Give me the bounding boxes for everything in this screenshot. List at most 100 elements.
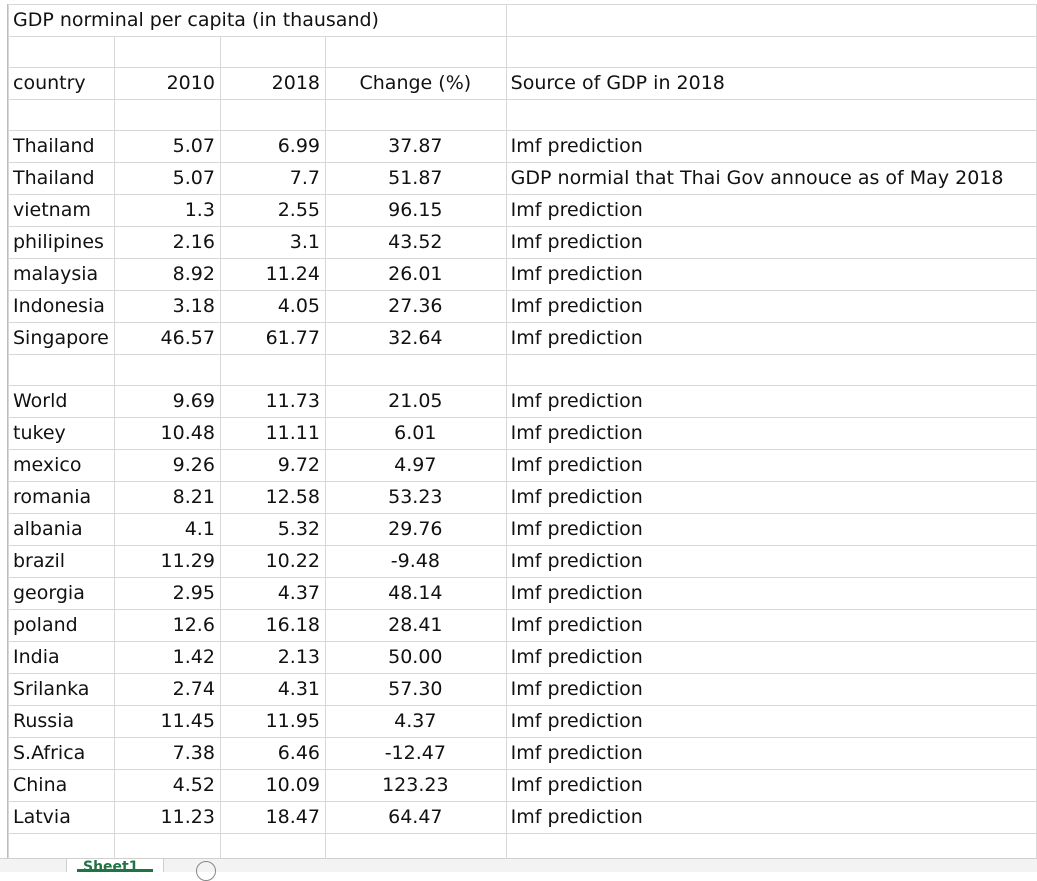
value-2010-cell[interactable]: 8.92: [113, 258, 221, 291]
empty-cell[interactable]: [505, 99, 1037, 131]
value-2010-cell[interactable]: 4.52: [113, 769, 221, 802]
country-cell[interactable]: S.Africa: [8, 737, 115, 770]
change-percent-cell[interactable]: 27.36: [325, 290, 507, 323]
value-2010-cell[interactable]: 7.38: [113, 737, 221, 770]
value-2018-cell[interactable]: 6.99: [219, 130, 327, 163]
empty-cell[interactable]: [325, 354, 507, 386]
source-cell[interactable]: Imf prediction: [505, 417, 1037, 450]
source-cell[interactable]: Imf prediction: [505, 577, 1037, 610]
sheet-tab-active[interactable]: Sheet1: [66, 859, 164, 872]
country-cell[interactable]: Singapore: [8, 322, 115, 355]
source-cell[interactable]: Imf prediction: [505, 322, 1037, 355]
empty-cell[interactable]: [8, 36, 115, 68]
sheet-title[interactable]: GDP norminal per capita (in thausand): [8, 4, 507, 37]
source-cell[interactable]: Imf prediction: [505, 673, 1037, 706]
value-2018-cell[interactable]: 3.1: [219, 226, 327, 259]
change-percent-cell[interactable]: 4.97: [325, 449, 507, 482]
change-percent-cell[interactable]: 37.87: [325, 130, 507, 163]
value-2010-cell[interactable]: 3.18: [113, 290, 221, 323]
empty-cell[interactable]: [505, 36, 1037, 68]
value-2018-cell[interactable]: 4.31: [219, 673, 327, 706]
source-cell[interactable]: Imf prediction: [505, 609, 1037, 642]
empty-cell[interactable]: [8, 354, 115, 386]
country-cell[interactable]: India: [8, 641, 115, 674]
source-cell[interactable]: GDP normial that Thai Gov annouce as of …: [505, 162, 1037, 195]
header-change[interactable]: Change (%): [325, 67, 507, 100]
value-2010-cell[interactable]: 11.23: [113, 801, 221, 834]
empty-cell[interactable]: [505, 354, 1037, 386]
change-percent-cell[interactable]: 51.87: [325, 162, 507, 195]
value-2018-cell[interactable]: 5.32: [219, 513, 327, 546]
country-cell[interactable]: Thailand: [8, 162, 115, 195]
header-source[interactable]: Source of GDP in 2018: [505, 67, 1037, 100]
change-percent-cell[interactable]: 50.00: [325, 641, 507, 674]
change-percent-cell[interactable]: 48.14: [325, 577, 507, 610]
value-2018-cell[interactable]: 12.58: [219, 481, 327, 514]
empty-cell[interactable]: [219, 354, 327, 386]
value-2018-cell[interactable]: 10.09: [219, 769, 327, 802]
value-2010-cell[interactable]: 12.6: [113, 609, 221, 642]
value-2018-cell[interactable]: 16.18: [219, 609, 327, 642]
value-2010-cell[interactable]: 5.07: [113, 162, 221, 195]
country-cell[interactable]: tukey: [8, 417, 115, 450]
value-2010-cell[interactable]: 10.48: [113, 417, 221, 450]
country-cell[interactable]: brazil: [8, 545, 115, 578]
empty-cell[interactable]: [219, 36, 327, 68]
empty-cell[interactable]: [505, 4, 1037, 37]
change-percent-cell[interactable]: 4.37: [325, 705, 507, 738]
value-2010-cell[interactable]: 9.69: [113, 385, 221, 418]
value-2010-cell[interactable]: 2.16: [113, 226, 221, 259]
value-2018-cell[interactable]: 2.55: [219, 194, 327, 227]
value-2010-cell[interactable]: 46.57: [113, 322, 221, 355]
country-cell[interactable]: Thailand: [8, 130, 115, 163]
change-percent-cell[interactable]: 32.64: [325, 322, 507, 355]
value-2018-cell[interactable]: 6.46: [219, 737, 327, 770]
value-2018-cell[interactable]: 10.22: [219, 545, 327, 578]
value-2018-cell[interactable]: 2.13: [219, 641, 327, 674]
value-2018-cell[interactable]: 4.37: [219, 577, 327, 610]
empty-cell[interactable]: [113, 354, 221, 386]
value-2010-cell[interactable]: 1.3: [113, 194, 221, 227]
value-2018-cell[interactable]: 18.47: [219, 801, 327, 834]
value-2010-cell[interactable]: 4.1: [113, 513, 221, 546]
change-percent-cell[interactable]: 57.30: [325, 673, 507, 706]
country-cell[interactable]: Latvia: [8, 801, 115, 834]
change-percent-cell[interactable]: 43.52: [325, 226, 507, 259]
source-cell[interactable]: Imf prediction: [505, 705, 1037, 738]
source-cell[interactable]: Imf prediction: [505, 258, 1037, 291]
country-cell[interactable]: romania: [8, 481, 115, 514]
source-cell[interactable]: Imf prediction: [505, 226, 1037, 259]
change-percent-cell[interactable]: 6.01: [325, 417, 507, 450]
empty-cell[interactable]: [8, 99, 115, 131]
source-cell[interactable]: Imf prediction: [505, 290, 1037, 323]
value-2010-cell[interactable]: 5.07: [113, 130, 221, 163]
value-2018-cell[interactable]: 11.11: [219, 417, 327, 450]
change-percent-cell[interactable]: 123.23: [325, 769, 507, 802]
country-cell[interactable]: Indonesia: [8, 290, 115, 323]
header-country[interactable]: country: [8, 67, 115, 100]
source-cell[interactable]: Imf prediction: [505, 769, 1037, 802]
country-cell[interactable]: malaysia: [8, 258, 115, 291]
value-2010-cell[interactable]: 11.45: [113, 705, 221, 738]
empty-cell[interactable]: [113, 99, 221, 131]
source-cell[interactable]: Imf prediction: [505, 481, 1037, 514]
empty-cell[interactable]: [325, 36, 507, 68]
empty-cell[interactable]: [219, 99, 327, 131]
value-2010-cell[interactable]: 2.95: [113, 577, 221, 610]
header-2018[interactable]: 2018: [219, 67, 327, 100]
country-cell[interactable]: georgia: [8, 577, 115, 610]
value-2010-cell[interactable]: 11.29: [113, 545, 221, 578]
value-2010-cell[interactable]: 2.74: [113, 673, 221, 706]
add-sheet-icon[interactable]: [196, 861, 216, 881]
value-2010-cell[interactable]: 9.26: [113, 449, 221, 482]
header-2010[interactable]: 2010: [113, 67, 221, 100]
change-percent-cell[interactable]: -9.48: [325, 545, 507, 578]
empty-cell[interactable]: [325, 99, 507, 131]
empty-cell[interactable]: [113, 36, 221, 68]
source-cell[interactable]: Imf prediction: [505, 449, 1037, 482]
source-cell[interactable]: Imf prediction: [505, 385, 1037, 418]
country-cell[interactable]: Srilanka: [8, 673, 115, 706]
change-percent-cell[interactable]: 28.41: [325, 609, 507, 642]
change-percent-cell[interactable]: 64.47: [325, 801, 507, 834]
country-cell[interactable]: China: [8, 769, 115, 802]
